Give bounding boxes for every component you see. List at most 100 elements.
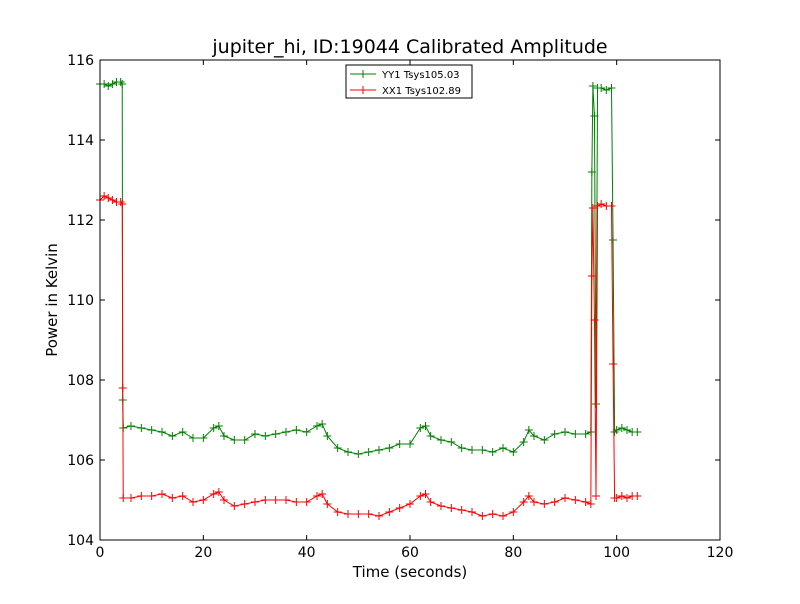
data-point-marker — [104, 82, 113, 90]
data-point-marker — [251, 498, 259, 506]
data-point-marker — [468, 508, 476, 516]
data-point-marker — [561, 494, 569, 502]
data-point-marker — [602, 86, 611, 94]
x-tick-label: 0 — [96, 545, 105, 561]
legend-items: YY1 Tsys105.03 XX1 Tsys102.89 — [350, 70, 461, 97]
data-point-marker — [220, 496, 228, 504]
data-point-marker — [118, 80, 127, 88]
data-point-marker — [385, 508, 394, 516]
data-point-marker — [118, 384, 127, 392]
data-point-marker — [108, 80, 117, 88]
data-point-marker — [364, 510, 373, 518]
data-point-marker — [571, 430, 580, 438]
data-point-marker — [623, 494, 631, 502]
data-point-marker — [590, 316, 599, 324]
data-point-marker — [375, 446, 383, 454]
data-point-marker — [550, 498, 559, 506]
data-point-marker — [586, 500, 595, 508]
data-point-marker — [447, 438, 456, 446]
data-point-marker — [519, 498, 528, 506]
data-point-marker — [323, 500, 332, 508]
data-point-marker — [209, 490, 218, 498]
data-point-marker — [147, 426, 156, 434]
y-tick-label: 114 — [67, 133, 94, 149]
data-point-marker — [168, 432, 177, 440]
data-point-marker — [158, 490, 166, 498]
data-point-marker — [617, 492, 626, 500]
data-point-marker — [519, 438, 528, 446]
x-tick-label: 80 — [504, 545, 522, 561]
data-point-marker — [426, 498, 435, 506]
y-tick-label: 116 — [67, 53, 94, 69]
data-point-marker — [509, 508, 518, 516]
data-point-marker — [292, 498, 301, 506]
data-point-marker — [313, 422, 321, 430]
data-point-marker — [189, 434, 197, 442]
data-point-marker — [633, 492, 642, 500]
data-point-marker — [607, 202, 616, 210]
data-point-marker — [468, 446, 476, 454]
series-1 — [96, 78, 642, 458]
data-point-marker — [137, 424, 146, 432]
data-point-marker — [623, 426, 631, 434]
data-point-marker — [313, 492, 321, 500]
data-point-marker — [385, 444, 394, 452]
data-point-marker — [220, 432, 228, 440]
data-point-marker — [116, 78, 125, 86]
data-point-marker — [588, 82, 597, 90]
data-point-marker — [593, 202, 602, 210]
legend-item: XX1 Tsys102.89 — [350, 86, 461, 97]
data-point-marker — [178, 428, 187, 436]
data-point-marker — [421, 490, 430, 498]
data-point-marker — [199, 434, 208, 442]
legend-swatch-marker — [359, 86, 367, 94]
data-point-marker — [282, 496, 290, 504]
data-point-marker — [261, 432, 270, 440]
data-point-marker — [214, 488, 223, 496]
y-tick-label: 106 — [67, 453, 94, 469]
data-point-marker — [119, 494, 128, 502]
data-point-marker — [499, 512, 507, 520]
data-point-marker — [189, 498, 197, 506]
data-point-marker — [524, 492, 533, 500]
legend-label: YY1 Tsys105.03 — [381, 70, 460, 81]
y-tick-label: 110 — [67, 293, 94, 309]
data-point-marker — [158, 428, 166, 436]
data-point-marker — [633, 428, 642, 436]
data-point-marker — [457, 506, 466, 514]
data-point-marker — [100, 192, 109, 200]
y-tick-label: 108 — [67, 373, 94, 389]
data-point-marker — [230, 502, 239, 510]
data-point-marker — [597, 84, 606, 92]
data-point-marker — [581, 430, 590, 438]
data-point-marker — [437, 502, 445, 510]
data-point-marker — [540, 500, 549, 508]
data-point-marker — [571, 496, 580, 504]
data-point-marker — [607, 84, 616, 92]
data-point-marker — [282, 428, 290, 436]
data-point-marker — [364, 448, 373, 456]
data-point-marker — [108, 196, 117, 204]
legend-swatch-marker — [359, 70, 367, 78]
data-point-marker — [240, 436, 249, 444]
data-point-marker — [609, 236, 618, 244]
data-point-marker — [199, 496, 208, 504]
legend-label: XX1 Tsys102.89 — [382, 86, 461, 97]
data-point-marker — [302, 428, 311, 436]
legend-item: YY1 Tsys105.03 — [350, 70, 460, 81]
data-point-marker — [592, 492, 600, 500]
data-point-marker — [147, 492, 156, 500]
data-point-marker — [271, 496, 280, 504]
data-point-marker — [395, 440, 404, 448]
data-point-marker — [118, 200, 127, 208]
series-layer — [96, 78, 642, 520]
data-point-marker — [530, 498, 538, 506]
data-point-marker — [612, 494, 621, 502]
data-point-marker — [375, 512, 383, 520]
x-tick-label: 20 — [194, 545, 212, 561]
data-point-marker — [587, 168, 596, 176]
data-point-marker — [271, 430, 280, 438]
